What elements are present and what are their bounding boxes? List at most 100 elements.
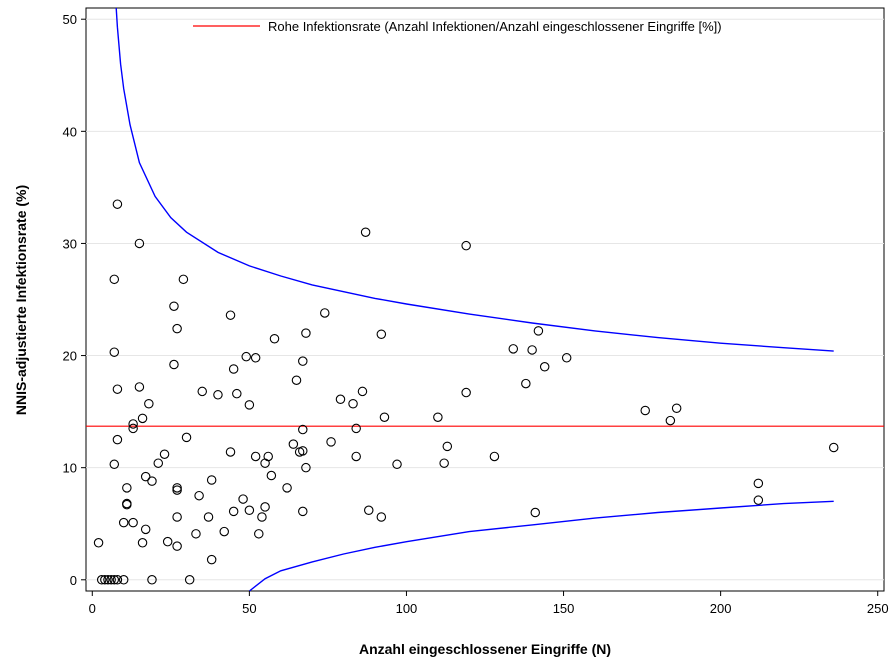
data-point-25: [109, 459, 120, 470]
data-point-52: [225, 447, 236, 457]
control-limit-layer: [115, 7, 834, 592]
data-point-44: [194, 490, 204, 501]
data-point-15: [172, 323, 182, 334]
data-point-32: [140, 524, 151, 535]
data-point-45: [197, 386, 207, 397]
data-point-50: [219, 526, 229, 537]
data-point-29: [118, 517, 129, 528]
x-tick-label-150: 150: [553, 601, 575, 616]
data-point-40: [172, 485, 182, 495]
lower-control-limit-curve: [248, 500, 834, 592]
data-point-110: [828, 442, 839, 453]
data-point-89: [376, 512, 387, 522]
data-point-21: [137, 413, 148, 424]
data-point-19: [134, 382, 145, 392]
data-point-70: [288, 439, 299, 449]
data-point-13: [178, 274, 189, 285]
data-point-61: [250, 451, 261, 462]
data-point-20: [144, 399, 154, 409]
data-point-4: [106, 575, 116, 585]
y-tick-label-20: 20: [63, 349, 77, 364]
data-point-38: [172, 541, 182, 551]
data-point-17: [169, 359, 179, 370]
data-point-101: [530, 507, 541, 518]
data-point-57: [241, 351, 251, 362]
data-point-3: [103, 575, 113, 585]
data-point-85: [357, 386, 368, 397]
data-point-82: [348, 399, 358, 409]
data-point-90: [379, 412, 390, 422]
data-point-100: [527, 345, 537, 355]
data-point-56: [238, 494, 248, 504]
data-point-106: [665, 415, 676, 426]
data-point-5: [109, 575, 120, 585]
data-point-74: [298, 424, 308, 435]
data-point-87: [364, 505, 374, 516]
data-point-6: [112, 575, 123, 585]
data-point-1: [96, 575, 107, 585]
x-tick-label-50: 50: [242, 601, 256, 616]
data-point-76: [298, 506, 308, 517]
data-point-24: [112, 434, 123, 445]
data-point-105: [640, 405, 650, 416]
data-point-37: [162, 536, 173, 547]
data-point-109: [753, 495, 764, 505]
data-point-43: [191, 529, 201, 539]
data-points: [93, 199, 839, 585]
data-point-14: [169, 301, 179, 311]
y-tick-label-0: 0: [70, 573, 77, 588]
data-point-80: [326, 437, 336, 447]
data-point-47: [206, 475, 217, 485]
data-point-9: [184, 575, 195, 585]
data-point-41: [172, 483, 182, 493]
data-point-107: [671, 403, 682, 414]
data-point-68: [269, 333, 280, 344]
data-point-2: [100, 575, 110, 585]
y-tick-label-30: 30: [63, 236, 77, 251]
legend-reference-line-label: Rohe Infektionsrate (Anzahl Infektionen/…: [268, 19, 722, 34]
data-point-55: [232, 388, 242, 399]
data-point-42: [181, 432, 192, 443]
data-point-36: [159, 449, 170, 459]
x-tick-label-100: 100: [396, 601, 418, 616]
x-tick-label-200: 200: [710, 601, 732, 616]
y-tick-label-50: 50: [63, 12, 77, 27]
data-point-93: [439, 458, 449, 468]
axis-ticks: 0 10 20 30 40 50 0 50 100 150 200 250: [63, 12, 889, 616]
data-point-73: [298, 446, 308, 456]
legend: Rohe Infektionsrate (Anzahl Infektionen/…: [193, 19, 722, 34]
data-point-23: [128, 419, 138, 429]
data-point-77: [301, 328, 311, 338]
data-point-96: [461, 387, 471, 398]
data-point-103: [539, 362, 550, 372]
data-point-54: [228, 506, 239, 517]
data-point-71: [291, 375, 302, 385]
data-point-35: [153, 458, 164, 468]
data-point-95: [461, 240, 471, 251]
data-point-69: [282, 483, 292, 493]
data-point-7: [118, 575, 129, 585]
y-tick-label-40: 40: [63, 124, 77, 139]
data-point-79: [320, 308, 330, 318]
y-axis-title: NNIS-adjustierte Infektionsrate (%): [13, 185, 29, 415]
upper-control-limit-curve: [115, 7, 834, 352]
data-point-39: [172, 512, 182, 522]
data-point-102: [533, 326, 544, 336]
data-point-92: [433, 412, 443, 422]
data-point-58: [244, 400, 255, 410]
data-point-59: [244, 505, 255, 516]
x-tick-label-250: 250: [867, 601, 889, 616]
data-point-26: [122, 483, 132, 493]
data-point-98: [508, 344, 519, 354]
data-point-81: [335, 394, 346, 405]
data-point-51: [225, 310, 236, 320]
horizontal-gridlines: [86, 18, 884, 581]
data-point-0: [93, 538, 104, 548]
data-point-11: [134, 238, 145, 249]
data-point-84: [351, 451, 361, 462]
data-point-22: [128, 423, 138, 434]
data-point-62: [254, 529, 264, 539]
x-axis-title: Anzahl eingeschlossener Eingriffe (N): [359, 641, 611, 657]
x-tick-label-0: 0: [89, 601, 96, 616]
